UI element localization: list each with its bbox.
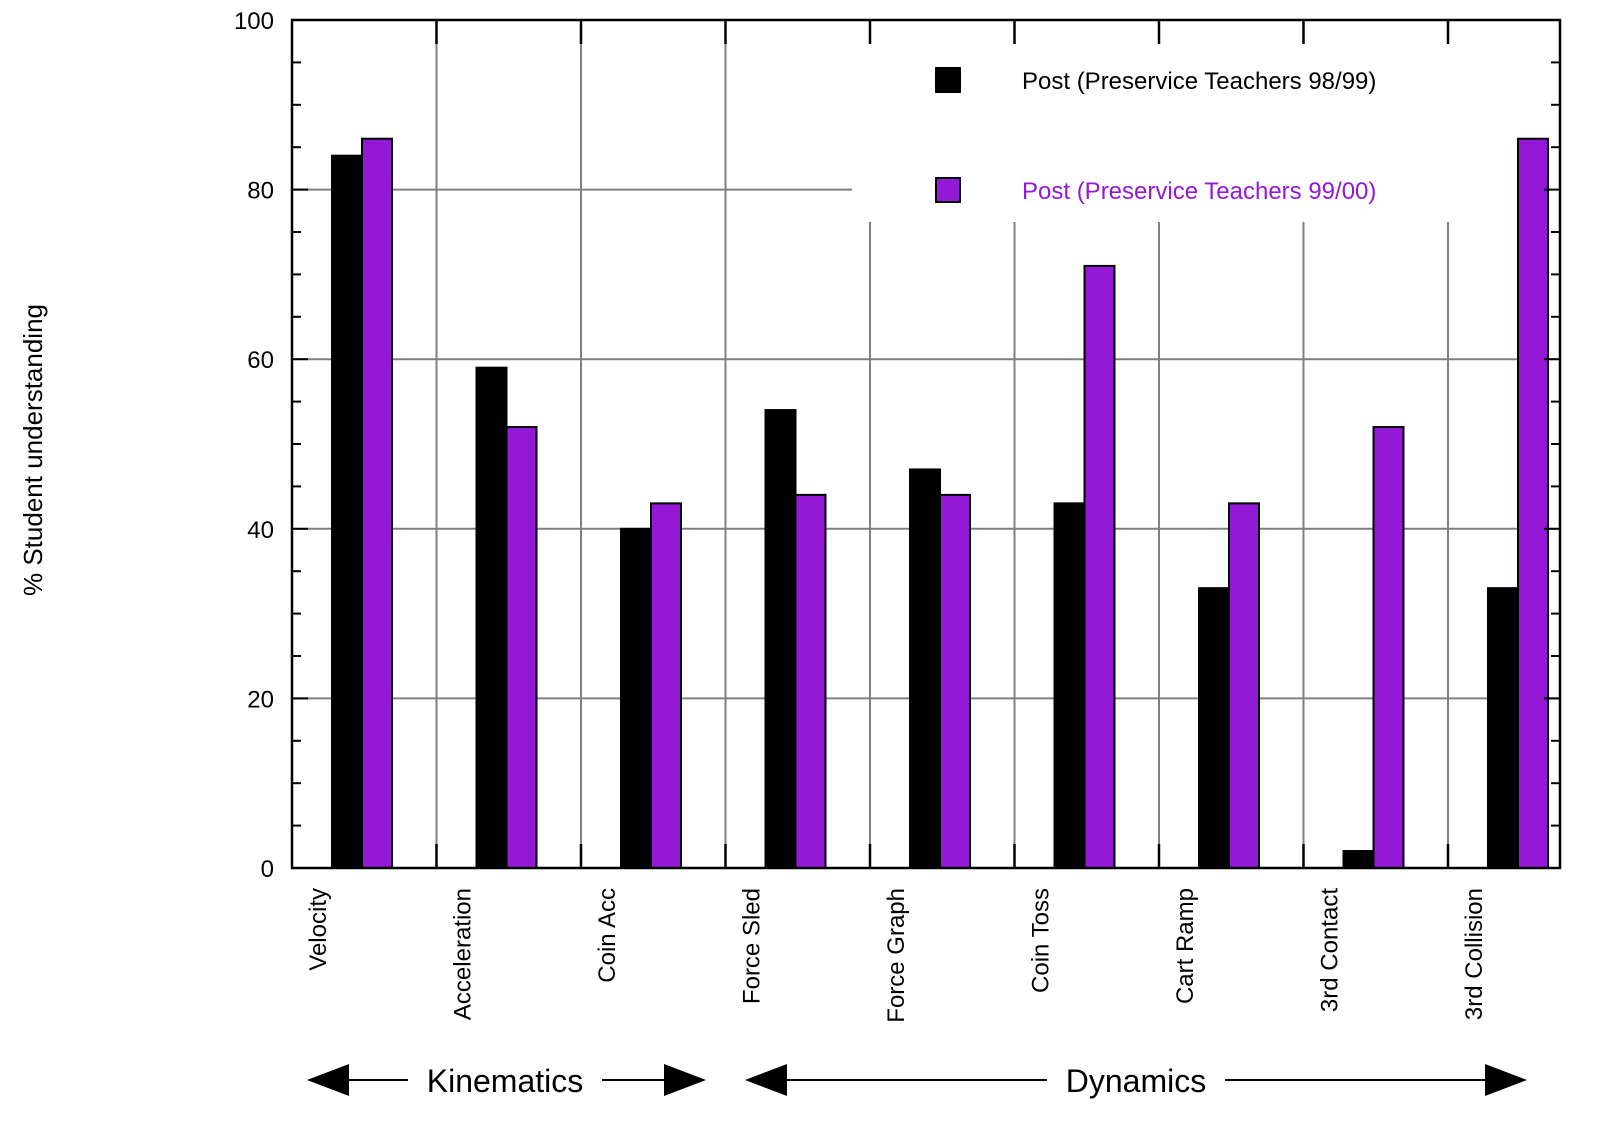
- y-tick-label: 20: [247, 686, 274, 713]
- axis-labels: 0 20 40 60 80 100 Velocity Acceleration Coin Acc…: [234, 8, 1488, 1023]
- y-tick-label: 80: [247, 178, 274, 205]
- y-tick-label: 100: [234, 8, 274, 35]
- y-tick-label: 60: [247, 347, 274, 374]
- legend-swatch: [935, 67, 961, 93]
- bar-series-2: [939, 493, 971, 869]
- bar-series-1: [1053, 502, 1086, 869]
- group-arrow-left-head: [307, 1064, 349, 1096]
- group-arrow-left-head: [745, 1064, 787, 1096]
- bar-series-1: [764, 409, 797, 869]
- legend-label: Post (Preservice Teachers 99/00): [1022, 178, 1376, 205]
- bar-series-2: [361, 137, 393, 870]
- x-tick-label: Coin Acc: [594, 888, 621, 983]
- axis-ticks: [292, 19, 1560, 869]
- x-tick-label: Velocity: [305, 888, 332, 971]
- x-tick-label: Coin Toss: [1028, 888, 1055, 993]
- x-tick-label: Cart Ramp: [1172, 888, 1199, 1004]
- group-label: Kinematics: [427, 1063, 584, 1099]
- y-tick-label: 40: [247, 517, 274, 544]
- y-tick-label: 0: [261, 856, 274, 883]
- x-tick-label: 3rd Collision: [1461, 888, 1488, 1020]
- bar-series-2: [1228, 502, 1260, 869]
- bar-series-2: [1083, 264, 1116, 870]
- group-label: Dynamics: [1066, 1063, 1206, 1099]
- y-axis-title: % Student understanding: [18, 304, 48, 596]
- bar-series-2: [794, 493, 827, 869]
- bar-series-1: [1487, 587, 1519, 869]
- group-arrow-right-head: [664, 1064, 706, 1096]
- group-arrow-right-head: [1485, 1064, 1527, 1096]
- legend: Post (Preservice Teachers 98/99) Post (Pr…: [935, 67, 1376, 205]
- bars: [331, 137, 1549, 870]
- bar-series-2: [1372, 426, 1405, 869]
- legend-label: Post (Preservice Teachers 98/99): [1022, 68, 1376, 95]
- bar-series-2: [1517, 137, 1549, 870]
- bar-series-1: [331, 154, 363, 869]
- bar-series-1: [620, 527, 652, 869]
- x-tick-label: Force Sled: [739, 888, 766, 1004]
- category-groups: Kinematics Dynamics: [307, 1063, 1527, 1099]
- bar-series-1: [1342, 850, 1375, 869]
- legend-swatch: [935, 177, 961, 203]
- bar-series-1: [475, 366, 508, 869]
- x-tick-label: 3rd Contact: [1317, 888, 1344, 1012]
- x-tick-label: Acceleration: [450, 888, 477, 1020]
- x-tick-label: Force Graph: [883, 888, 910, 1023]
- bar-series-1: [1198, 587, 1230, 869]
- bar-series-1: [909, 468, 941, 869]
- bar-series-2: [650, 502, 682, 869]
- bar-series-2: [505, 426, 538, 869]
